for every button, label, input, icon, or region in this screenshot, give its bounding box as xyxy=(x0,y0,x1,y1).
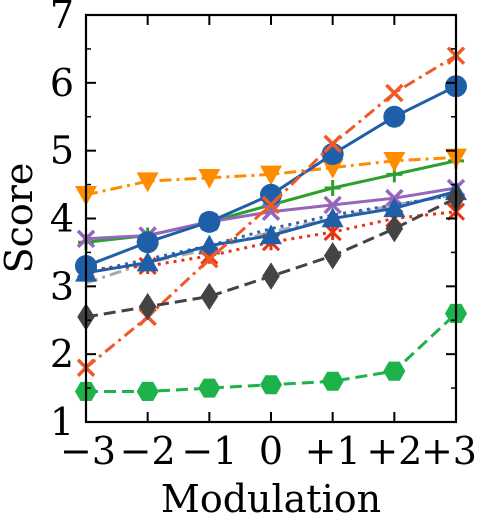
series-9-point xyxy=(323,134,342,154)
series-8-point xyxy=(198,210,221,233)
series-11 xyxy=(75,303,467,401)
series-11-point xyxy=(321,371,344,391)
y-tick-label: 6 xyxy=(50,61,74,105)
series-10-point xyxy=(323,242,342,270)
y-tick-label: 3 xyxy=(50,264,74,308)
series-7-point xyxy=(321,207,344,228)
series-layer xyxy=(75,46,467,401)
x-tick-label: +3 xyxy=(421,429,477,473)
y-tick-label: 5 xyxy=(50,129,74,173)
ticks-layer: 1 2 3 4 5 6 7 −3 −2 −1 0 +1 +2+3 xyxy=(50,0,477,473)
x-tick-label: −2 xyxy=(120,429,176,473)
series-10-point xyxy=(262,262,280,290)
series-8-point xyxy=(136,231,159,254)
series-10-point xyxy=(385,214,404,243)
series-8-point xyxy=(321,143,344,166)
series-10-point xyxy=(200,282,219,311)
series-8 xyxy=(75,75,467,277)
series-8-point xyxy=(383,105,406,128)
series-11-point xyxy=(260,375,282,395)
x-tick-label: +2 xyxy=(366,429,422,473)
series-5 xyxy=(75,148,467,206)
y-tick-label: 1 xyxy=(50,400,74,444)
series-11-point xyxy=(383,361,406,381)
y-tick-label: 2 xyxy=(50,332,74,376)
series-5-point xyxy=(321,158,344,179)
series-1-point xyxy=(324,179,341,196)
y-tick-label: 4 xyxy=(50,197,74,241)
series-9-point xyxy=(200,249,219,269)
x-tick-label: 0 xyxy=(259,429,283,473)
x-tick-label: +1 xyxy=(305,429,361,473)
series-8-point xyxy=(260,183,282,206)
x-tick-label: −3 xyxy=(60,429,116,473)
x-tick-label: −1 xyxy=(181,429,237,473)
series-11-point xyxy=(198,378,221,398)
plot-area xyxy=(86,15,456,422)
y-tick-label: 7 xyxy=(50,0,74,37)
series-5-point xyxy=(383,152,406,172)
series-9-point xyxy=(385,83,404,103)
series-5-point xyxy=(198,169,221,189)
series-5-point xyxy=(260,165,282,186)
series-7-point xyxy=(198,234,221,255)
series-7-point xyxy=(136,251,159,272)
series-7-point xyxy=(260,224,282,245)
x-axis-title: Modulation xyxy=(161,477,381,521)
series-7-point xyxy=(383,197,406,218)
y-axis-title: Score xyxy=(0,163,41,274)
series-11-point xyxy=(136,381,159,401)
series-5-point xyxy=(136,172,159,193)
series-9-point xyxy=(261,195,281,215)
series-7 xyxy=(75,180,467,282)
series-2-point xyxy=(323,195,342,215)
series-10-point xyxy=(138,292,157,321)
series-2-point xyxy=(261,202,281,221)
